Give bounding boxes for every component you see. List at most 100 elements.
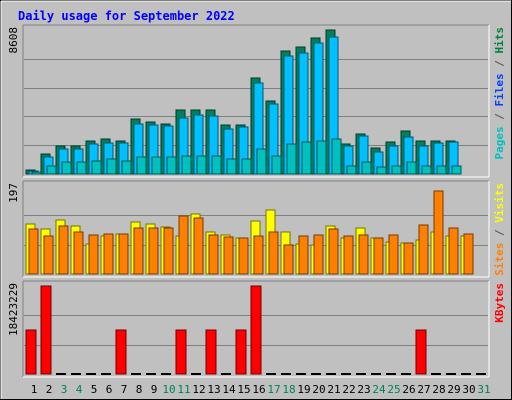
legend-entry: / bbox=[493, 54, 506, 74]
bar-sites-day-18 bbox=[283, 244, 294, 275]
bar-kbytes-day-9 bbox=[146, 373, 156, 375]
legend-entry: Sites bbox=[493, 243, 506, 276]
bar-kbytes-day-19 bbox=[296, 373, 306, 375]
bar-pages-day-22 bbox=[346, 165, 357, 175]
x-tick-label: 19 bbox=[297, 383, 310, 396]
bar-sites-day-21 bbox=[328, 228, 339, 275]
bar-pages-day-1 bbox=[31, 171, 42, 175]
bar-pages-day-20 bbox=[316, 140, 327, 175]
x-tick-label: 11 bbox=[177, 383, 190, 396]
legend-entry: Hits bbox=[493, 27, 506, 54]
bar-kbytes-day-27 bbox=[415, 329, 427, 375]
x-tick-label: 13 bbox=[207, 383, 220, 396]
x-tick-label: 15 bbox=[237, 383, 250, 396]
bar-pages-day-3 bbox=[61, 161, 72, 175]
bar-pages-day-2 bbox=[46, 165, 57, 175]
bar-sites-day-17 bbox=[268, 231, 279, 275]
bar-kbytes-day-16 bbox=[250, 285, 262, 375]
bar-pages-day-5 bbox=[91, 160, 102, 175]
bar-sites-day-30 bbox=[463, 233, 474, 275]
bar-pages-day-21 bbox=[331, 138, 342, 175]
bar-sites-day-28 bbox=[433, 190, 444, 275]
x-tick-label: 24 bbox=[372, 383, 386, 396]
x-tick-label: 16 bbox=[252, 383, 265, 396]
bar-kbytes-day-14 bbox=[221, 373, 231, 375]
bar-sites-day-7 bbox=[118, 233, 129, 275]
x-tick-label: 12 bbox=[192, 383, 205, 396]
bar-sites-day-29 bbox=[448, 227, 459, 275]
bar-kbytes-day-12 bbox=[191, 373, 201, 375]
legend-entry: KBytes bbox=[493, 283, 506, 323]
x-tick-label: 29 bbox=[447, 383, 460, 396]
bar-kbytes-day-6 bbox=[101, 373, 111, 375]
bar-pages-day-19 bbox=[301, 141, 312, 175]
bar-sites-day-14 bbox=[223, 236, 234, 275]
bar-sites-day-11 bbox=[178, 215, 189, 275]
bar-pages-day-25 bbox=[391, 165, 402, 175]
bar-kbytes-day-29 bbox=[446, 373, 456, 375]
bar-kbytes-day-11 bbox=[175, 329, 187, 375]
x-tick-label: 27 bbox=[417, 383, 430, 396]
x-tick-label: 8 bbox=[136, 383, 143, 396]
bar-kbytes-day-1 bbox=[25, 329, 37, 375]
bar-pages-day-16 bbox=[256, 148, 267, 175]
scale-max-label: 197 bbox=[7, 183, 20, 203]
legend: KBytes bbox=[493, 283, 506, 323]
bar-sites-day-5 bbox=[88, 234, 99, 275]
bar-kbytes-day-31 bbox=[476, 373, 486, 375]
x-axis-tick-labels: 1 2 3 4 5 6 7 8 9 10 11 12 13 14 15 16 17 18 19 20 21 22 23 24 2… bbox=[31, 383, 491, 396]
x-tick-label: 18 bbox=[282, 383, 295, 396]
panel-visits: 197 Sites / Visits bbox=[7, 180, 506, 278]
bar-kbytes-day-21 bbox=[326, 373, 336, 375]
x-tick-label: 21 bbox=[327, 383, 340, 396]
bar-pages-day-9 bbox=[151, 156, 162, 175]
scale-max-label: 8608 bbox=[7, 27, 20, 54]
legend-entry: / bbox=[493, 223, 506, 243]
bar-pages-day-7 bbox=[121, 160, 132, 175]
x-tick-label: 14 bbox=[222, 383, 236, 396]
bar-sites-day-10 bbox=[163, 227, 174, 275]
legend-entry: Files bbox=[493, 73, 506, 106]
bar-kbytes-day-30 bbox=[461, 373, 471, 375]
bar-pages-day-24 bbox=[376, 166, 387, 175]
x-tick-label: 22 bbox=[342, 383, 355, 396]
legend-entry: / bbox=[493, 107, 506, 127]
x-tick-label: 6 bbox=[106, 383, 113, 396]
panel-kbytes: 18423229 KBytes bbox=[7, 280, 506, 378]
bar-pages-day-4 bbox=[76, 161, 87, 175]
x-tick-label: 4 bbox=[76, 383, 83, 396]
x-tick-label: 30 bbox=[462, 383, 475, 396]
bar-sites-day-24 bbox=[373, 237, 384, 275]
x-tick-label: 17 bbox=[267, 383, 280, 396]
bar-kbytes-day-20 bbox=[311, 373, 321, 375]
bar-sites-day-1 bbox=[28, 228, 39, 275]
bar-sites-day-25 bbox=[388, 234, 399, 275]
x-tick-label: 1 bbox=[31, 383, 38, 396]
x-tick-label: 9 bbox=[151, 383, 158, 396]
bar-sites-day-20 bbox=[313, 234, 324, 275]
bar-kbytes-day-15 bbox=[235, 329, 247, 375]
bar-kbytes-day-5 bbox=[86, 373, 96, 375]
legend-entry: Visits bbox=[493, 183, 506, 223]
legend-entry: Pages bbox=[493, 126, 506, 159]
bar-pages-day-17 bbox=[271, 155, 282, 175]
bar-pages-day-27 bbox=[421, 165, 432, 175]
bar-pages-day-29 bbox=[451, 165, 462, 175]
bar-sites-day-27 bbox=[418, 224, 429, 275]
bar-sites-day-23 bbox=[358, 234, 369, 275]
bar-kbytes-day-7 bbox=[115, 329, 127, 375]
bar-sites-day-9 bbox=[148, 227, 159, 275]
panel-hits: 8608 Pages / Files / Hits bbox=[7, 24, 506, 178]
bar-kbytes-day-24 bbox=[371, 373, 381, 375]
bar-sites-day-22 bbox=[343, 235, 354, 275]
bar-sites-day-16 bbox=[253, 235, 264, 275]
bar-pages-day-11 bbox=[181, 155, 192, 175]
x-tick-label: 20 bbox=[312, 383, 325, 396]
bar-pages-day-26 bbox=[406, 161, 417, 175]
bar-sites-day-8 bbox=[133, 227, 144, 275]
bar-kbytes-day-23 bbox=[356, 373, 366, 375]
bar-pages-day-10 bbox=[166, 156, 177, 175]
bar-pages-day-14 bbox=[226, 158, 237, 175]
bar-sites-day-15 bbox=[238, 237, 249, 275]
bar-kbytes-day-26 bbox=[401, 373, 411, 375]
